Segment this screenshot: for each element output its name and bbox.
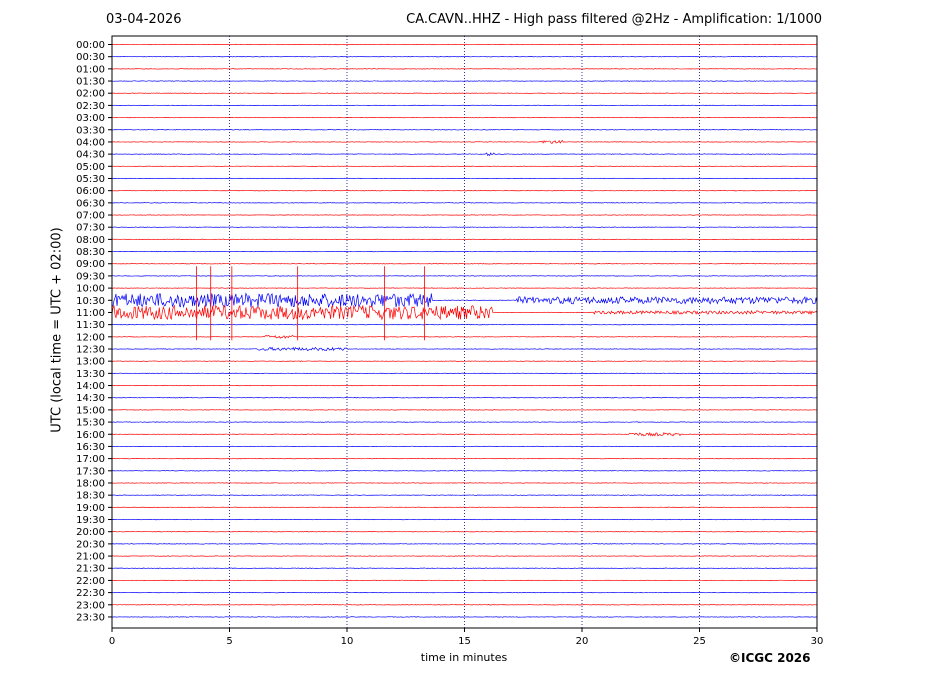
y-tick-label: 07:30 [76, 223, 105, 234]
y-tick-label: 13:00 [76, 357, 105, 368]
y-tick-label: 17:30 [76, 466, 105, 477]
y-tick-label: 01:30 [76, 77, 105, 88]
copyright-notice: ©ICGC 2026 [729, 651, 811, 665]
y-tick-label: 19:30 [76, 515, 105, 526]
trace-row-0730 [112, 226, 818, 228]
y-tick-label: 20:30 [76, 539, 105, 550]
x-tick-label: 25 [693, 636, 706, 647]
y-tick-label: 20:00 [76, 527, 105, 538]
y-tick-label: 14:30 [76, 393, 105, 404]
y-tick-label: 16:00 [76, 430, 105, 441]
x-tick-label: 20 [576, 636, 589, 647]
y-tick-label: 00:30 [76, 52, 105, 63]
y-tick-label: 21:00 [76, 552, 105, 563]
trace-row-1800 [111, 482, 818, 484]
y-tick-label: 04:30 [76, 150, 105, 161]
trace-row-0530 [111, 177, 818, 180]
y-tick-label: 06:00 [76, 186, 105, 197]
y-tick-label: 04:00 [76, 137, 105, 148]
plot-title: CA.CAVN..HHZ - High pass filtered @2Hz -… [406, 12, 822, 27]
trace-row-0000 [111, 43, 818, 46]
y-tick-label: 10:00 [76, 284, 105, 295]
y-tick-label: 15:30 [76, 418, 105, 429]
y-tick-label: 11:30 [76, 320, 105, 331]
y-tick-label: 18:30 [76, 491, 105, 502]
y-tick-label: 13:30 [76, 369, 105, 380]
y-tick-label: 15:00 [76, 405, 105, 416]
y-tick-label: 03:30 [76, 125, 105, 136]
y-tick-label: 02:30 [76, 101, 105, 112]
y-tick-label: 08:30 [76, 247, 105, 258]
y-tick-label: 12:00 [76, 332, 105, 343]
trace-row-2130 [111, 567, 818, 569]
trace-row-1530 [111, 421, 818, 423]
x-tick-label: 10 [341, 636, 354, 647]
trace-row-1300 [111, 360, 818, 362]
trace-row-1400 [111, 384, 818, 387]
trace-row-1700 [111, 457, 818, 460]
y-tick-label: 16:30 [76, 442, 105, 453]
y-tick-label: 14:00 [76, 381, 105, 392]
x-tick-label: 30 [811, 636, 824, 647]
y-tick-label: 23:30 [76, 612, 105, 623]
y-tick-label: 12:30 [76, 345, 105, 356]
y-tick-label: 06:30 [76, 198, 105, 209]
trace-row-0030 [111, 56, 818, 58]
x-axis: 0 5 10 15 20 25 30 [109, 628, 824, 647]
trace-row-1430 [111, 397, 818, 399]
y-tick-label: 09:30 [76, 271, 105, 282]
trace-row-2300 [111, 604, 818, 606]
y-tick-label: 18:00 [76, 478, 105, 489]
trace-row-1230 [111, 346, 818, 352]
trace-row-2230 [111, 591, 818, 594]
y-tick-label: 00:00 [76, 40, 105, 51]
y-tick-label: 11:00 [76, 308, 105, 319]
y-tick-label: 07:00 [76, 211, 105, 222]
trace-row-0930 [111, 275, 818, 277]
y-tick-label: 05:00 [76, 162, 105, 173]
x-tick-label: 15 [458, 636, 471, 647]
y-tick-label: 22:30 [76, 588, 105, 599]
x-tick-label: 0 [109, 636, 115, 647]
trace-row-2200 [111, 579, 817, 582]
trace-row-0630 [111, 202, 818, 204]
x-axis-label: time in minutes [420, 651, 508, 664]
y-tick-label: 10:30 [76, 296, 105, 307]
trace-row-1330 [111, 372, 818, 374]
y-tick-label: 09:00 [76, 259, 105, 270]
trace-row-0100 [111, 68, 818, 70]
y-tick-label: 23:00 [76, 600, 105, 611]
y-tick-label: 03:00 [76, 113, 105, 124]
vertical-grid [229, 36, 700, 628]
y-tick-label: 02:00 [76, 89, 105, 100]
y-tick-label: 21:30 [76, 564, 105, 575]
trace-row-0700 [111, 214, 818, 216]
y-tick-label: 05:30 [76, 174, 105, 185]
trace-row-0800 [111, 238, 818, 241]
y-tick-label: 17:00 [76, 454, 105, 465]
trace-row-2330 [111, 616, 818, 618]
trace-row-0600 [111, 190, 818, 192]
trace-row-1730 [111, 470, 817, 472]
y-tick-label: 08:00 [76, 235, 105, 246]
plot-date: 03-04-2026 [106, 12, 182, 27]
trace-row-1500 [111, 409, 818, 411]
x-tick-label: 5 [226, 636, 232, 647]
y-tick-label: 19:00 [76, 503, 105, 514]
trace-row-0500 [111, 165, 818, 167]
trace-row-1600 [111, 431, 818, 437]
y-tick-label: 22:00 [76, 576, 105, 587]
trace-row-0900 [111, 263, 818, 265]
trace-row-1630 [111, 445, 818, 448]
y-tick-label: 01:00 [76, 64, 105, 75]
trace-row-0830 [111, 250, 818, 253]
plot-frame [111, 35, 818, 629]
